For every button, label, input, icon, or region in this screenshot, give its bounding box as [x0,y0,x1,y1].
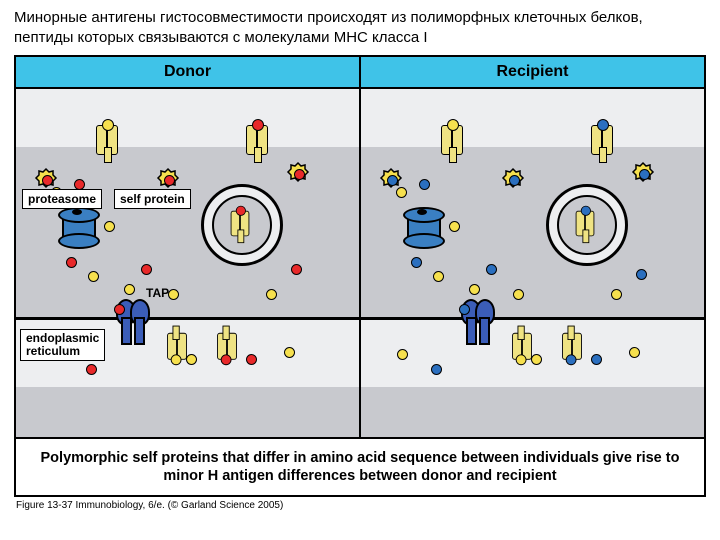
figure-caption: Polymorphic self proteins that differ in… [16,437,704,495]
residue-dot [639,169,650,180]
peptide-dot [431,364,442,375]
peptide-dot [469,284,480,295]
recipient-header: Recipient [361,57,704,89]
peptide-dot [284,347,295,358]
peptide-dot [636,269,647,280]
peptide-dot [168,289,179,300]
peptide-dot [513,289,524,300]
residue-dot [42,175,53,186]
mhc-surface [246,117,268,157]
mhc-vesicle [576,204,595,238]
self-protein-label: self protein [114,189,191,209]
mhc-surface [441,117,463,157]
peptide-dot [419,179,430,190]
mhc-surface [591,117,613,157]
peptide-dot [459,304,470,315]
peptide-dot [246,354,257,365]
peptide-dot [186,354,197,365]
mhc-vesicle [231,204,250,238]
peptide-dot [629,347,640,358]
peptide-dot [141,264,152,275]
donor-panel: Donor [16,57,361,437]
mhc-er [217,331,237,367]
peptide-dot [124,284,135,295]
recipient-panel: Recipient [361,57,704,437]
below-er [361,387,704,437]
residue-dot [509,175,520,186]
residue-dot [164,175,175,186]
peptide-dot [396,187,407,198]
peptide-dot [433,271,444,282]
recipient-cell [361,89,704,437]
peptide-dot [66,257,77,268]
peptide-dot [531,354,542,365]
tap-label: TAP [146,286,169,300]
proteasome-label: proteasome [22,189,102,209]
er-label: endoplasmic reticulum [20,329,105,361]
donor-header: Donor [16,57,359,89]
peptide-dot [591,354,602,365]
panel-row: Donor [16,57,704,437]
peptide-dot [266,289,277,300]
peptide-dot [104,221,115,232]
peptide-dot [449,221,460,232]
proteasome-icon [54,207,96,245]
mhc-er [562,331,582,367]
plasma-membrane [361,89,704,151]
peptide-dot [88,271,99,282]
peptide-dot [252,119,264,131]
residue-dot [294,169,305,180]
figure-credit: Figure 13-37 Immunobiology, 6/e. (© Garl… [0,497,720,511]
peptide-dot [86,364,97,375]
donor-cell: proteasome self protein TAP endoplasmic … [16,89,359,437]
slide-title: Минорные антигены гистосовместимости про… [0,0,720,51]
below-er [16,387,361,437]
peptide-dot [397,349,408,360]
residue-dot [387,175,398,186]
peptide-dot [486,264,497,275]
mhc-surface [96,117,118,157]
peptide-dot [114,304,125,315]
figure: Donor [14,55,706,497]
mhc-er [167,331,187,367]
peptide-dot [291,264,302,275]
peptide-dot [411,257,422,268]
plasma-membrane [16,89,361,151]
slide: Минорные антигены гистосовместимости про… [0,0,720,540]
mhc-er [512,331,532,367]
proteasome-icon [399,207,441,245]
peptide-dot [611,289,622,300]
